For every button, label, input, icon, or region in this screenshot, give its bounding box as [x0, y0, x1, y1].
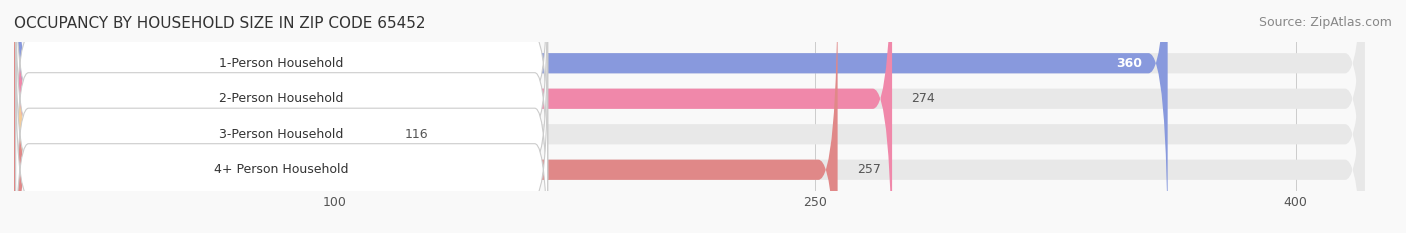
FancyBboxPatch shape	[14, 0, 1364, 233]
Text: 274: 274	[911, 92, 935, 105]
FancyBboxPatch shape	[15, 0, 547, 215]
FancyBboxPatch shape	[14, 0, 838, 233]
Text: 1-Person Household: 1-Person Household	[219, 57, 344, 70]
Text: 2-Person Household: 2-Person Household	[219, 92, 344, 105]
FancyBboxPatch shape	[15, 18, 547, 233]
FancyBboxPatch shape	[14, 0, 385, 233]
Text: OCCUPANCY BY HOUSEHOLD SIZE IN ZIP CODE 65452: OCCUPANCY BY HOUSEHOLD SIZE IN ZIP CODE …	[14, 16, 426, 31]
Text: Source: ZipAtlas.com: Source: ZipAtlas.com	[1258, 16, 1392, 29]
Text: 3-Person Household: 3-Person Household	[219, 128, 344, 141]
FancyBboxPatch shape	[14, 0, 1167, 233]
Text: 360: 360	[1116, 57, 1142, 70]
Text: 116: 116	[405, 128, 429, 141]
FancyBboxPatch shape	[14, 0, 1364, 233]
FancyBboxPatch shape	[15, 0, 547, 179]
Text: 257: 257	[856, 163, 880, 176]
FancyBboxPatch shape	[14, 0, 1364, 233]
FancyBboxPatch shape	[14, 0, 891, 233]
Text: 4+ Person Household: 4+ Person Household	[214, 163, 349, 176]
FancyBboxPatch shape	[15, 54, 547, 233]
FancyBboxPatch shape	[14, 0, 1364, 233]
